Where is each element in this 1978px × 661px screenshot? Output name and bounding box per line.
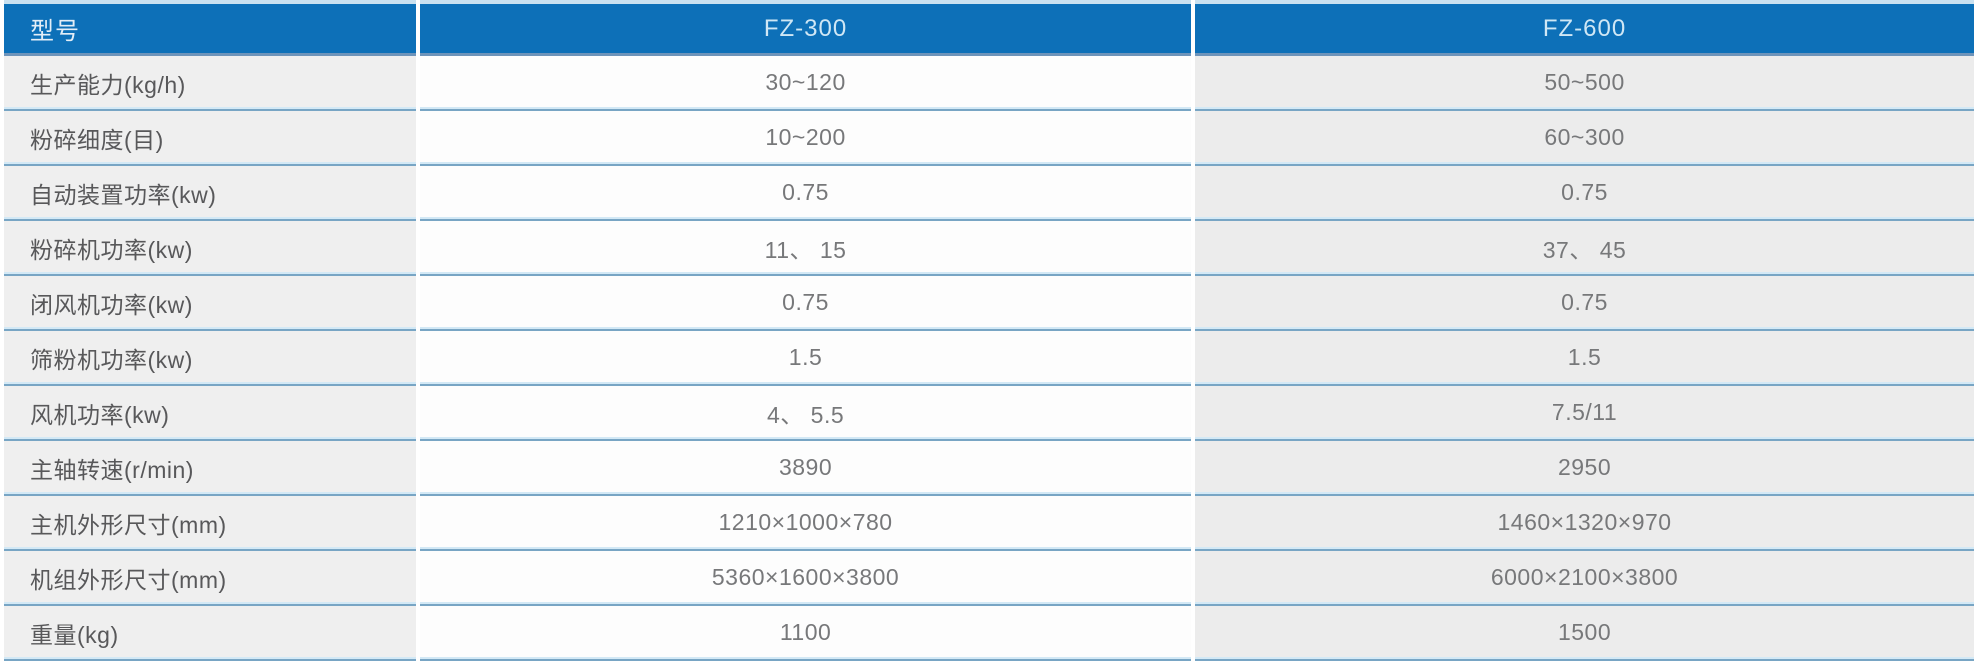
spec-label-cell: 粉碎机功率(kw) bbox=[4, 221, 417, 276]
fz300-value-cell: 1210×1000×780 bbox=[420, 496, 1192, 551]
spec-label-cell: 机组外形尺寸(mm) bbox=[4, 551, 417, 606]
spec-label-cell: 闭风机功率(kw) bbox=[4, 276, 417, 331]
fz300-value-cell: 10~200 bbox=[420, 111, 1192, 166]
table-row: 筛粉机功率(kw) 1.5 1.5 bbox=[4, 331, 1974, 386]
table-row: 粉碎机功率(kw) 11、 15 37、 45 bbox=[4, 221, 1974, 276]
spec-label-cell: 主机外形尺寸(mm) bbox=[4, 496, 417, 551]
header-cell-fz300: FZ-300 bbox=[420, 0, 1192, 56]
table-row: 生产能力(kg/h) 30~120 50~500 bbox=[4, 56, 1974, 111]
spec-label-cell: 重量(kg) bbox=[4, 606, 417, 661]
header-cell-fz600: FZ-600 bbox=[1195, 0, 1974, 56]
fz600-value-cell: 1.5 bbox=[1195, 331, 1974, 386]
spec-table-body: 生产能力(kg/h) 30~120 50~500 粉碎细度(目) 10~200 … bbox=[4, 56, 1974, 661]
fz600-value-cell: 60~300 bbox=[1195, 111, 1974, 166]
fz600-value-cell: 50~500 bbox=[1195, 56, 1974, 111]
table-row: 风机功率(kw) 4、 5.5 7.5/11 bbox=[4, 386, 1974, 441]
fz600-value-cell: 0.75 bbox=[1195, 276, 1974, 331]
fz600-value-cell: 37、 45 bbox=[1195, 221, 1974, 276]
fz300-value-cell: 1100 bbox=[420, 606, 1192, 661]
fz600-value-cell: 1500 bbox=[1195, 606, 1974, 661]
table-row: 机组外形尺寸(mm) 5360×1600×3800 6000×2100×3800 bbox=[4, 551, 1974, 606]
table-row: 主轴转速(r/min) 3890 2950 bbox=[4, 441, 1974, 496]
fz600-value-cell: 6000×2100×3800 bbox=[1195, 551, 1974, 606]
fz600-value-cell: 7.5/11 bbox=[1195, 386, 1974, 441]
spec-label-cell: 风机功率(kw) bbox=[4, 386, 417, 441]
fz600-value-cell: 2950 bbox=[1195, 441, 1974, 496]
table-row: 自动装置功率(kw) 0.75 0.75 bbox=[4, 166, 1974, 221]
fz300-value-cell: 0.75 bbox=[420, 276, 1192, 331]
fz300-value-cell: 30~120 bbox=[420, 56, 1192, 111]
fz600-value-cell: 1460×1320×970 bbox=[1195, 496, 1974, 551]
fz300-value-cell: 5360×1600×3800 bbox=[420, 551, 1192, 606]
fz300-value-cell: 0.75 bbox=[420, 166, 1192, 221]
spec-label-cell: 粉碎细度(目) bbox=[4, 111, 417, 166]
table-row: 主机外形尺寸(mm) 1210×1000×780 1460×1320×970 bbox=[4, 496, 1974, 551]
table-row: 重量(kg) 1100 1500 bbox=[4, 606, 1974, 661]
fz600-value-cell: 0.75 bbox=[1195, 166, 1974, 221]
fz300-value-cell: 3890 bbox=[420, 441, 1192, 496]
spec-label-cell: 自动装置功率(kw) bbox=[4, 166, 417, 221]
table-row: 粉碎细度(目) 10~200 60~300 bbox=[4, 111, 1974, 166]
fz300-value-cell: 4、 5.5 bbox=[420, 386, 1192, 441]
spec-label-cell: 生产能力(kg/h) bbox=[4, 56, 417, 111]
fz300-value-cell: 11、 15 bbox=[420, 221, 1192, 276]
table-row: 闭风机功率(kw) 0.75 0.75 bbox=[4, 276, 1974, 331]
header-cell-model: 型号 bbox=[4, 0, 417, 56]
spec-label-cell: 主轴转速(r/min) bbox=[4, 441, 417, 496]
header-row: 型号 FZ-300 FZ-600 bbox=[4, 0, 1974, 56]
spec-label-cell: 筛粉机功率(kw) bbox=[4, 331, 417, 386]
fz300-value-cell: 1.5 bbox=[420, 331, 1192, 386]
